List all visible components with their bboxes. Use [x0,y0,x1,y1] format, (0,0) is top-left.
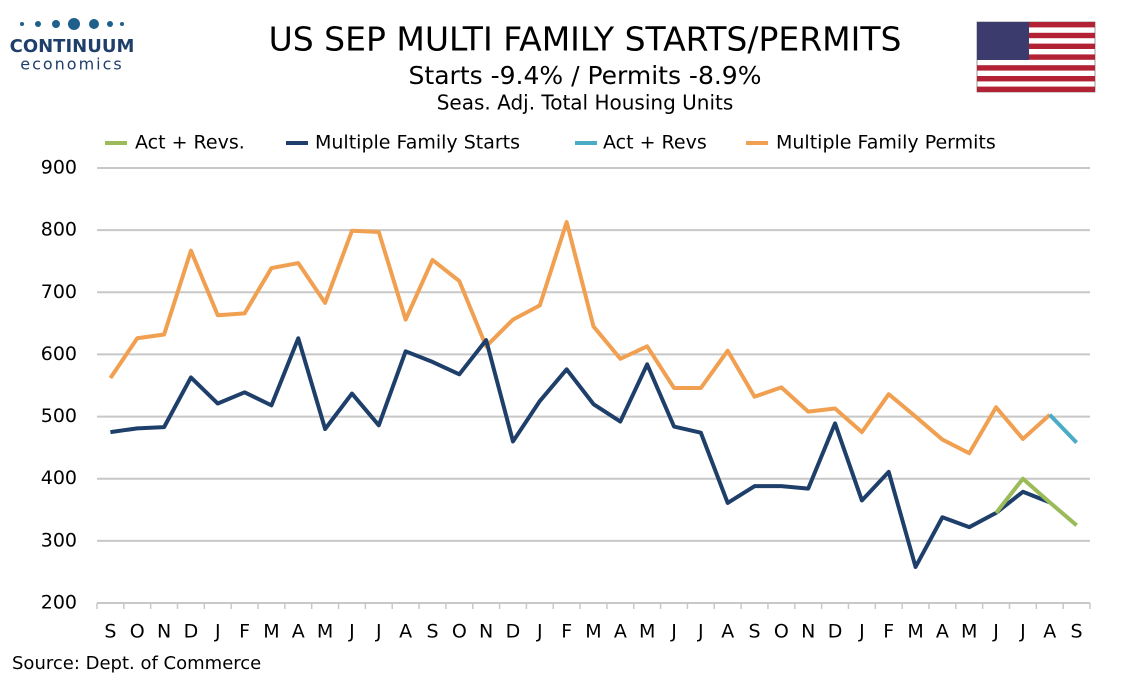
logo-name: CONTINUUM [10,36,135,57]
x-tick-label: M [585,621,601,643]
x-tick-label: A [399,621,412,643]
x-tick-label: N [157,621,171,643]
y-tick-label: 700 [41,281,77,303]
y-tick-label: 200 [41,592,77,614]
chart-subtitle: Starts -9.4% / Permits -8.9% [409,61,762,90]
x-tick-label: D [506,621,521,643]
y-tick-label: 300 [41,529,77,551]
x-tick-label: A [1043,621,1056,643]
series-line [110,336,1051,569]
x-tick-label: D [184,621,199,643]
legend-label: Act + Revs. [135,132,245,154]
x-tick-label: J [375,621,382,643]
y-tick-label: 800 [41,219,77,241]
x-tick-label: M [263,621,279,643]
x-tick-label: F [239,621,250,643]
x-tick-label: M [639,621,655,643]
x-tick-label: M [317,621,333,643]
x-tick-label: A [936,621,949,643]
y-tick-label: 400 [41,467,77,489]
chart-title: US SEP MULTI FAMILY STARTS/PERMITS [269,20,902,59]
x-tick-label: A [614,621,627,643]
x-tick-label: J [536,621,543,643]
legend-label: Act + Revs [603,132,707,154]
x-tick-label: M [907,621,923,643]
x-tick-label: O [452,621,467,643]
flag [976,21,1096,93]
x-tick-label: S [104,621,116,643]
x-tick-label: J [697,621,704,643]
x-tick-label: N [801,621,815,643]
x-tick-label: F [883,621,894,643]
x-tick-label: A [292,621,305,643]
x-tick-label: J [214,621,221,643]
x-tick-label: S [1071,621,1083,643]
x-tick-label: O [774,621,789,643]
x-tick-label: D [828,621,843,643]
x-tick-label: M [961,621,977,643]
x-tick-label: A [721,621,734,643]
x-tick-label: J [670,621,677,643]
series-line [1048,413,1079,445]
x-tick-label: J [992,621,999,643]
x-tick-label: S [426,621,438,643]
x-tick-label: N [479,621,493,643]
logo: CONTINUUM economics [10,18,135,74]
series-line [108,220,1052,456]
legend-label: Multiple Family Starts [315,132,520,154]
x-tick-label: J [348,621,355,643]
y-tick-label: 600 [41,343,77,365]
chart-subtitle2: Seas. Adj. Total Housing Units [437,91,734,115]
logo-tagline: economics [20,55,124,74]
series-line [994,476,1078,527]
x-tick-label: S [748,621,760,643]
x-tick-label: F [561,621,572,643]
y-tick-label: 500 [41,405,77,427]
legend-label: Multiple Family Permits [776,132,996,154]
x-tick-label: J [858,621,865,643]
x-tick-label: O [130,621,145,643]
y-tick-label: 900 [41,157,77,179]
x-tick-label: J [1019,621,1026,643]
source: Source: Dept. of Commerce [12,653,261,674]
